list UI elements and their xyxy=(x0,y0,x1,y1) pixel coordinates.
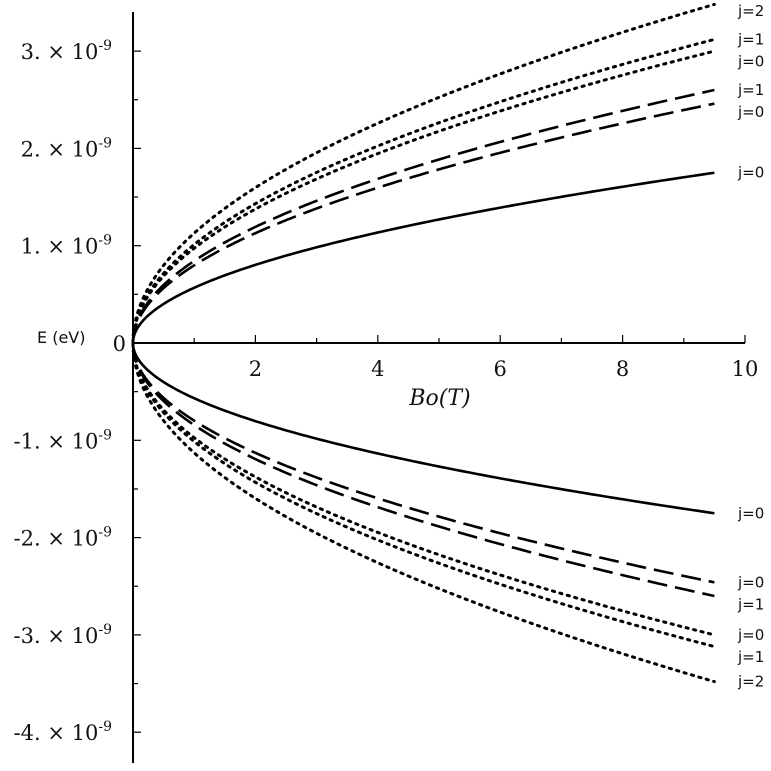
curve-label: j=1 xyxy=(737,648,764,666)
curve-label: j=0 xyxy=(737,103,764,121)
series-dashed-lower-8 xyxy=(131,342,715,598)
x-tick-label: 4 xyxy=(371,357,384,381)
curve-label: j=2 xyxy=(737,673,764,691)
x-tick-label: 8 xyxy=(616,357,629,381)
y-tick-label: -4. × 10-9 xyxy=(14,719,112,745)
series-solid-upper-0 xyxy=(131,171,715,344)
series-solid-lower-6 xyxy=(131,342,715,515)
curve-label: j=0 xyxy=(737,573,764,591)
y-tick-text: -3. × 10-9 xyxy=(14,622,112,648)
curve-label: j=0 xyxy=(737,164,764,182)
y-tick-text: 1. × 10-9 xyxy=(21,233,112,259)
y-tick-label: 1. × 10-9 xyxy=(21,233,112,259)
series-dashed-lower-7 xyxy=(131,342,715,584)
series-dotted-upper-5 xyxy=(131,2,716,345)
curve-label: j=1 xyxy=(737,595,764,613)
y-tick-label: -3. × 10-9 xyxy=(14,622,112,648)
curve-label: j=1 xyxy=(737,30,764,48)
y-axis-title: E (eV) xyxy=(37,328,85,347)
y-tick-label: -2. × 10-9 xyxy=(14,525,112,551)
series-layer xyxy=(131,2,716,684)
x-tick-label: 10 xyxy=(732,357,759,381)
x-tick-label: 2 xyxy=(249,357,262,381)
y-tick-label: -1. × 10-9 xyxy=(14,427,112,453)
x-axis-title: Bo(T) xyxy=(408,386,470,411)
y-tick-label: 3. × 10-9 xyxy=(21,38,112,64)
y-tick-label: 2. × 10-9 xyxy=(21,135,112,161)
series-dashed-upper-1 xyxy=(131,102,715,344)
series-dotted-lower-10 xyxy=(131,341,716,649)
x-tick-label: 6 xyxy=(494,357,507,381)
y-tick-text: -2. × 10-9 xyxy=(14,525,112,551)
labels-layer: j=2 j=1 j=0 j=1 j=0 j=0 j=0 j=0 j=1 j=0 j=1 j=2 xyxy=(737,2,764,691)
series-dashed-upper-2 xyxy=(131,88,715,344)
y-tick-text: 2. × 10-9 xyxy=(21,135,112,161)
curve-label: j=1 xyxy=(737,81,764,99)
y-tick-text: -4. × 10-9 xyxy=(14,719,112,745)
y-tick-text: -1. × 10-9 xyxy=(14,427,112,453)
series-dotted-lower-9 xyxy=(131,341,716,637)
series-dotted-lower-11 xyxy=(131,341,716,684)
series-dotted-upper-4 xyxy=(131,37,716,345)
curve-label: j=2 xyxy=(737,2,764,20)
origin-label: 0 xyxy=(113,332,126,356)
curve-label: j=0 xyxy=(737,52,764,70)
series-dotted-upper-3 xyxy=(131,49,716,345)
y-tick-text: 3. × 10-9 xyxy=(21,38,112,64)
curve-label: j=0 xyxy=(737,504,764,522)
curve-label: j=0 xyxy=(737,626,764,644)
axes: 2 4 6 8 10 0 3. × 10-9 2. × 10-9 1. × 10-9 -1. × … xyxy=(14,12,759,763)
